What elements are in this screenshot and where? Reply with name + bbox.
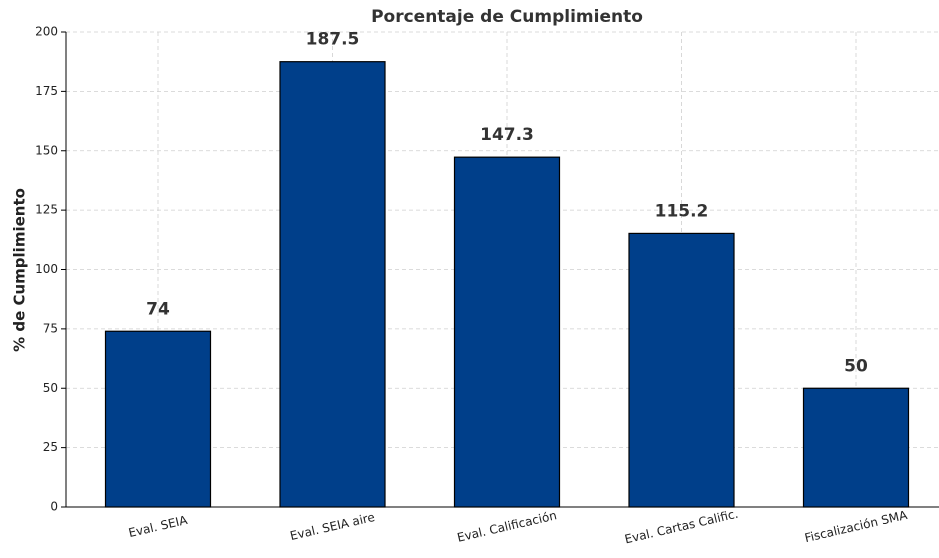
y-tick-label: 50 xyxy=(43,381,58,395)
y-tick-label: 175 xyxy=(35,84,58,98)
y-tick-label: 100 xyxy=(35,262,58,276)
bar xyxy=(279,61,386,508)
y-tick-label: 200 xyxy=(35,25,58,39)
value-label: 147.3 xyxy=(480,125,534,145)
value-label: 187.5 xyxy=(306,30,360,50)
x-tick-label: Eval. SEIA aire xyxy=(289,510,376,543)
x-tick-label: Eval. SEIA xyxy=(127,513,189,540)
x-tick-label: Eval. Cartas Calific. xyxy=(623,507,739,547)
y-tick-label: 150 xyxy=(35,143,58,157)
bar xyxy=(802,387,910,508)
x-tick-label: Fiscalización SMA xyxy=(803,508,909,545)
y-tick-label: 0 xyxy=(50,500,58,514)
y-axis-label: % de Cumplimiento xyxy=(11,188,29,352)
y-tick-label: 125 xyxy=(35,203,58,217)
x-tick-label: Eval. Calificación xyxy=(456,508,558,545)
bar xyxy=(453,156,561,508)
bar xyxy=(104,330,212,508)
y-tick-label: 25 xyxy=(43,440,58,454)
y-tick-label: 75 xyxy=(43,321,58,335)
value-label: 74 xyxy=(146,299,170,319)
value-label: 50 xyxy=(844,356,868,376)
bar xyxy=(628,232,735,508)
chart-title: Porcentaje de Cumplimiento xyxy=(371,7,643,27)
value-label: 115.2 xyxy=(655,201,709,221)
